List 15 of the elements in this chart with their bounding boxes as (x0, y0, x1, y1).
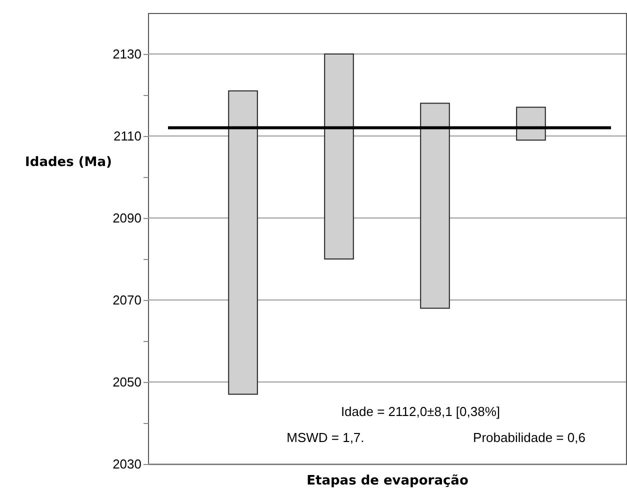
y-tick-label: 2130 (112, 46, 142, 62)
y-tick-label: 2050 (112, 374, 142, 390)
bar (324, 54, 354, 260)
bar (228, 90, 258, 395)
y-axis-title: Idades (Ma) (25, 155, 112, 170)
annotation: MSWD = 1,7. (286, 430, 364, 445)
bar (516, 106, 546, 141)
y-tick-label: 2110 (114, 128, 142, 144)
y-tick-label: 2090 (112, 210, 142, 226)
annotation: Idade = 2112,0±8,1 [0,38%] (340, 404, 500, 419)
annotation: Probabilidade = 0,6 (473, 430, 586, 445)
y-tick-label: 2070 (112, 292, 142, 308)
bar (420, 102, 450, 309)
y-tick-label: 2030 (112, 456, 142, 472)
x-axis-title: Etapas de evaporação (306, 474, 468, 488)
